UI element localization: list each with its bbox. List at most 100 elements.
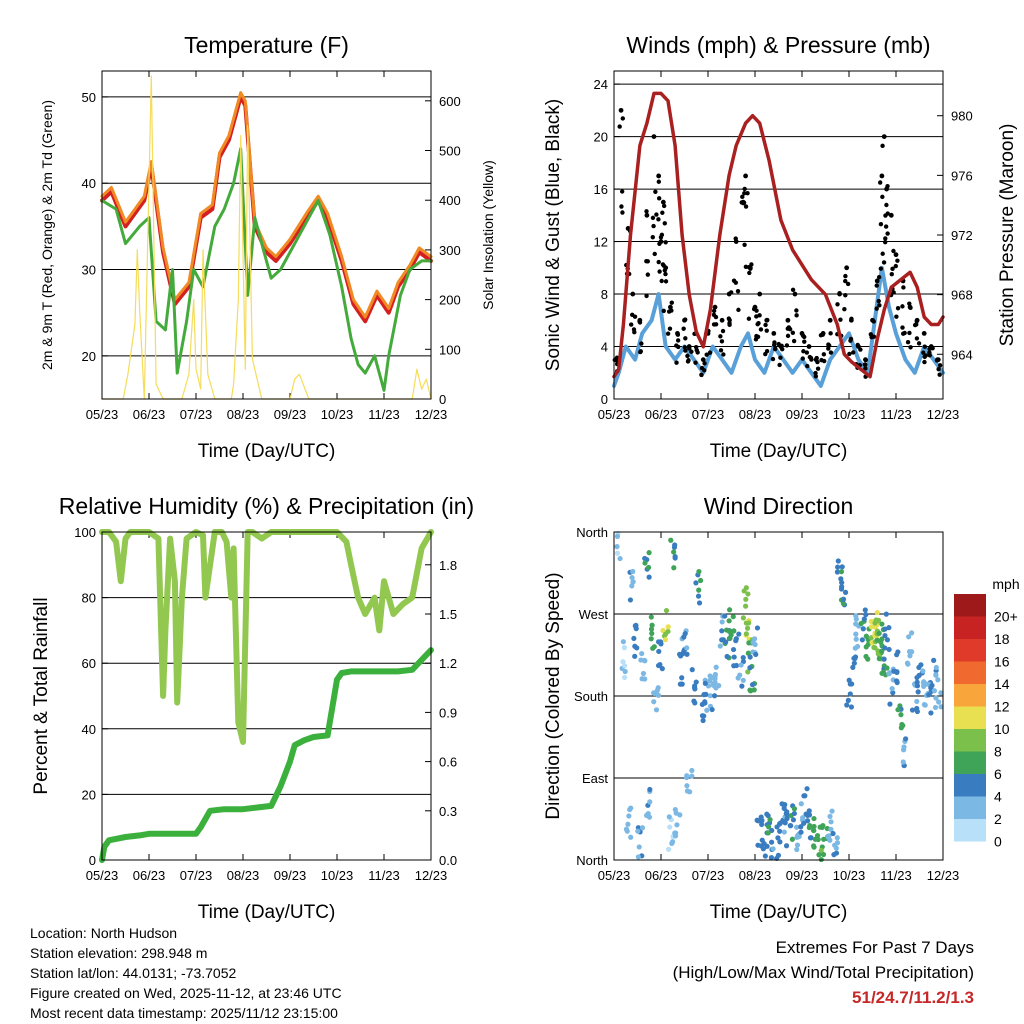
gust-point bbox=[922, 359, 927, 365]
direction-point bbox=[648, 626, 655, 632]
chart-wind-direction: Wind Direction Time (Day/UTC) Direction (C… bbox=[543, 493, 1020, 923]
series-rh bbox=[99, 529, 434, 745]
direction-point bbox=[768, 855, 775, 861]
gust-point bbox=[772, 346, 778, 352]
direction-point bbox=[790, 817, 797, 823]
direction-point bbox=[933, 695, 939, 701]
direction-point bbox=[717, 643, 723, 649]
gust-point bbox=[880, 143, 885, 149]
direction-point bbox=[815, 836, 821, 843]
direction-point bbox=[784, 815, 790, 822]
y-tick-label: West bbox=[579, 607, 609, 622]
direction-point bbox=[700, 717, 706, 724]
direction-point bbox=[916, 664, 922, 671]
gust-point bbox=[908, 345, 913, 350]
gust-point bbox=[694, 347, 699, 353]
direction-point bbox=[879, 621, 885, 627]
direction-point bbox=[898, 725, 904, 731]
gust-point bbox=[843, 273, 848, 279]
direction-point bbox=[693, 679, 699, 685]
direction-point bbox=[641, 657, 647, 663]
gust-point bbox=[619, 204, 624, 209]
gust-point bbox=[770, 356, 776, 362]
gust-point bbox=[777, 362, 782, 368]
y-tick-label: South bbox=[574, 689, 608, 704]
y-tick-label-right: 100 bbox=[439, 342, 461, 357]
gust-point bbox=[884, 186, 889, 192]
gust-point bbox=[900, 325, 905, 330]
x-tick-label: 08/23 bbox=[739, 407, 772, 422]
x-tick-label: 07/23 bbox=[180, 407, 213, 422]
colorbar-swatch bbox=[954, 774, 986, 797]
direction-point bbox=[621, 645, 627, 651]
direction-point bbox=[696, 568, 702, 575]
gust-point bbox=[876, 298, 881, 304]
gust-point bbox=[874, 278, 880, 284]
direction-point bbox=[887, 701, 893, 707]
direction-point bbox=[926, 692, 932, 698]
direction-point bbox=[703, 691, 709, 697]
x-tick-label: 10/23 bbox=[321, 868, 354, 883]
gust-point bbox=[743, 173, 748, 179]
direction-point bbox=[858, 620, 864, 627]
y-tick-label: 20 bbox=[594, 130, 608, 145]
direction-point bbox=[704, 707, 710, 713]
direction-point bbox=[743, 585, 749, 591]
colorbar-label: 2 bbox=[994, 811, 1002, 827]
direction-point bbox=[909, 707, 916, 713]
direction-point bbox=[884, 637, 891, 643]
gust-point bbox=[843, 293, 848, 298]
gust-point bbox=[894, 314, 899, 319]
direction-point bbox=[726, 618, 732, 624]
gust-point bbox=[681, 326, 686, 331]
gust-point bbox=[827, 317, 833, 323]
gust-point bbox=[650, 235, 655, 240]
direction-point bbox=[736, 631, 742, 637]
direction-point bbox=[662, 637, 669, 643]
direction-point bbox=[777, 839, 783, 845]
direction-point bbox=[830, 830, 836, 837]
colorbar-swatch bbox=[954, 729, 986, 752]
x-tick-label: 08/23 bbox=[739, 868, 772, 883]
direction-point bbox=[731, 654, 737, 660]
direction-point bbox=[938, 690, 944, 696]
gust-point bbox=[656, 196, 662, 201]
direction-point bbox=[906, 634, 912, 640]
direction-point bbox=[684, 783, 690, 789]
gust-point bbox=[826, 342, 831, 347]
gust-point bbox=[874, 306, 879, 311]
gust-point bbox=[743, 204, 749, 209]
gust-point bbox=[628, 322, 634, 327]
direction-point bbox=[639, 676, 645, 682]
x-tick-label: 06/23 bbox=[133, 407, 166, 422]
x-tick-label: 08/23 bbox=[227, 868, 260, 883]
direction-point bbox=[851, 660, 857, 666]
direction-point bbox=[635, 828, 641, 834]
gust-point bbox=[631, 327, 637, 332]
gust-point bbox=[883, 224, 889, 229]
gust-point bbox=[785, 333, 791, 339]
x-tick-label: 05/23 bbox=[86, 407, 119, 422]
direction-point bbox=[828, 819, 834, 825]
direction-point bbox=[647, 799, 653, 805]
gust-point bbox=[660, 199, 666, 205]
gust-point bbox=[880, 194, 885, 200]
direction-point bbox=[629, 574, 635, 581]
gust-point bbox=[645, 272, 651, 277]
direction-point bbox=[779, 801, 785, 807]
gust-point bbox=[819, 357, 824, 363]
direction-point bbox=[722, 613, 728, 619]
gust-point bbox=[644, 212, 650, 218]
gust-point bbox=[745, 191, 750, 196]
colorbar-swatch bbox=[954, 594, 986, 617]
direction-point bbox=[749, 682, 756, 688]
y-tick-label-right: 0.6 bbox=[439, 755, 457, 770]
gust-point bbox=[740, 194, 745, 200]
colorbar-label: 10 bbox=[994, 721, 1010, 737]
x-tick-label: 07/23 bbox=[692, 407, 725, 422]
gust-point bbox=[927, 350, 932, 355]
gust-point bbox=[883, 239, 888, 245]
direction-point bbox=[656, 648, 662, 655]
x-tick-label: 11/23 bbox=[368, 868, 400, 883]
gust-point bbox=[799, 331, 805, 336]
